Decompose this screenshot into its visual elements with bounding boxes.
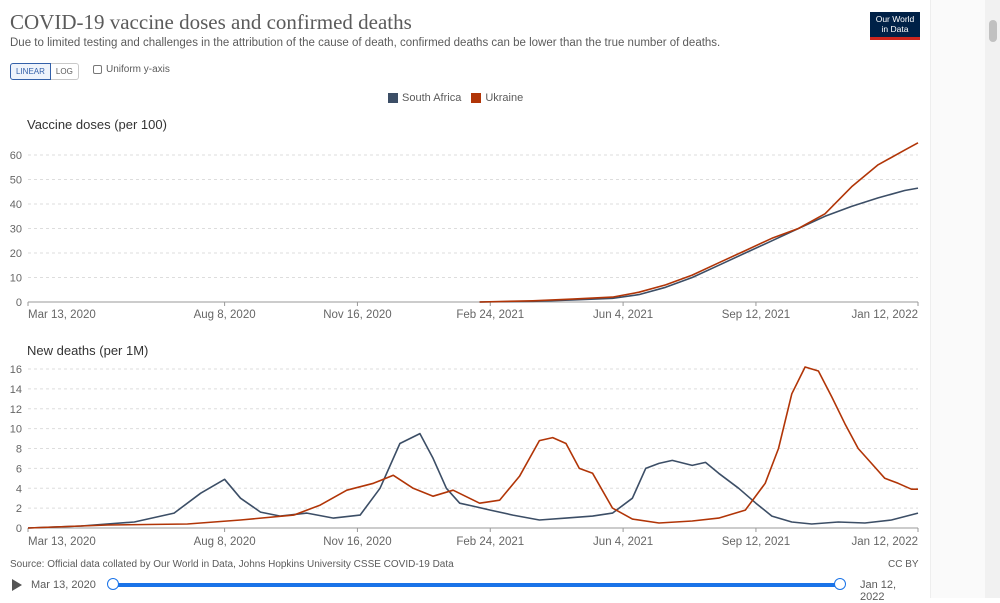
scrollbar[interactable] bbox=[985, 0, 1000, 598]
scale-toggle: LINEAR LOG bbox=[10, 63, 79, 80]
x-tick-label: Jun 4, 2021 bbox=[593, 536, 653, 548]
x-tick-label: Feb 24, 2021 bbox=[456, 309, 524, 321]
y-tick-label: 12 bbox=[10, 404, 22, 416]
y-tick-label: 50 bbox=[10, 175, 22, 187]
side-panel bbox=[930, 0, 986, 598]
x-tick-label: Jan 12, 2022 bbox=[851, 309, 918, 321]
x-tick-label: Jan 12, 2022 bbox=[851, 536, 918, 548]
x-tick-label: Feb 24, 2021 bbox=[456, 536, 524, 548]
timeline-track[interactable] bbox=[113, 583, 840, 587]
series-line-south-africa bbox=[27, 432, 919, 529]
chart-subtitle: Due to limited testing and challenges in… bbox=[10, 37, 721, 49]
x-tick-label: Aug 8, 2020 bbox=[194, 536, 256, 548]
y-tick-label: 40 bbox=[10, 199, 22, 211]
timeline-end-label: Jan 12, 2022 bbox=[860, 579, 897, 603]
y-tick-label: 8 bbox=[16, 444, 22, 456]
y-tick-label: 0 bbox=[16, 523, 22, 535]
x-tick-label: Mar 13, 2020 bbox=[28, 536, 96, 548]
x-tick-label: Aug 8, 2020 bbox=[194, 309, 256, 321]
x-tick-label: Sep 12, 2021 bbox=[722, 309, 790, 321]
play-icon[interactable] bbox=[12, 579, 22, 591]
y-tick-label: 6 bbox=[16, 463, 22, 475]
legend-item-south-africa[interactable]: South Africa bbox=[388, 92, 461, 104]
legend-item-ukraine[interactable]: Ukraine bbox=[471, 92, 523, 104]
y-tick-label: 20 bbox=[10, 248, 22, 260]
y-tick-label: 10 bbox=[10, 424, 22, 436]
owid-logo[interactable]: Our World in Data bbox=[870, 12, 920, 40]
legend: South Africa Ukraine bbox=[388, 92, 523, 104]
x-tick-label: Nov 16, 2020 bbox=[323, 309, 391, 321]
timeline-start-label: Mar 13, 2020 bbox=[31, 579, 96, 591]
panel-title-deaths: New deaths (per 1M) bbox=[27, 343, 149, 358]
timeline-start-handle[interactable] bbox=[107, 578, 119, 590]
uniform-y-axis-toggle[interactable]: Uniform y-axis bbox=[93, 64, 170, 75]
source-note: Source: Official data collated by Our Wo… bbox=[10, 559, 454, 570]
y-tick-label: 2 bbox=[16, 503, 22, 515]
log-scale-button[interactable]: LOG bbox=[50, 63, 79, 80]
uniform-label: Uniform y-axis bbox=[106, 64, 170, 75]
series-line-south-africa bbox=[479, 187, 919, 303]
logo-line-2: in Data bbox=[881, 24, 909, 34]
chart-title: COVID-19 vaccine doses and confirmed dea… bbox=[10, 10, 412, 34]
y-tick-label: 30 bbox=[10, 224, 22, 236]
legend-swatch-south-africa bbox=[388, 93, 398, 103]
linear-scale-button[interactable]: LINEAR bbox=[10, 63, 51, 80]
series-line-ukraine bbox=[27, 366, 918, 529]
legend-label-south-africa: South Africa bbox=[402, 92, 462, 104]
series-line-ukraine bbox=[479, 142, 919, 303]
legend-swatch-ukraine bbox=[471, 93, 482, 103]
x-tick-label: Mar 13, 2020 bbox=[28, 309, 96, 321]
y-tick-label: 10 bbox=[10, 273, 22, 285]
logo-line-1: Our World bbox=[875, 14, 915, 24]
y-tick-label: 0 bbox=[16, 297, 22, 309]
x-tick-label: Jun 4, 2021 bbox=[593, 309, 653, 321]
y-tick-label: 14 bbox=[10, 384, 22, 396]
y-tick-label: 60 bbox=[10, 150, 22, 162]
x-tick-label: Nov 16, 2020 bbox=[323, 536, 391, 548]
legend-label-ukraine: Ukraine bbox=[485, 92, 524, 104]
timeline: Mar 13, 2020 Jan 12, 2022 bbox=[10, 577, 920, 603]
panel-title-vaccine: Vaccine doses (per 100) bbox=[27, 117, 167, 132]
license-link[interactable]: CC BY bbox=[888, 559, 919, 570]
y-tick-label: 16 bbox=[10, 364, 22, 376]
timeline-end-handle[interactable] bbox=[834, 578, 846, 590]
uniform-checkbox[interactable] bbox=[93, 65, 102, 74]
y-tick-label: 4 bbox=[16, 483, 22, 495]
scrollbar-thumb[interactable] bbox=[989, 20, 997, 42]
x-tick-label: Sep 12, 2021 bbox=[722, 536, 790, 548]
